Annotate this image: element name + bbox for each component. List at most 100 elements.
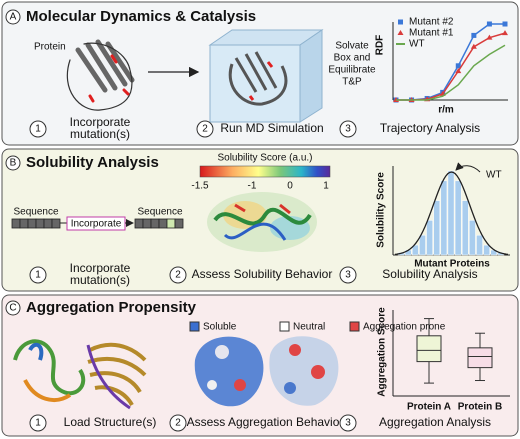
point: [486, 21, 492, 27]
x-tick-label: Protein A: [407, 402, 451, 413]
solvent-box: [208, 29, 324, 123]
step-label: Aggregation Analysis: [379, 415, 491, 429]
bar: [412, 244, 419, 256]
x-axis-label: Mutant Proteins: [414, 259, 490, 270]
legend-swatch: [189, 321, 200, 332]
step-badge: [29, 266, 47, 284]
legend-label: Soluble: [203, 322, 237, 333]
step-number: 1: [35, 124, 41, 135]
fit-curve: [394, 171, 509, 256]
panel-label: A: [10, 12, 17, 23]
step-label: Assess Solubility Behavior: [192, 267, 333, 281]
step-number: 2: [175, 270, 181, 281]
step-label: Trajectory Analysis: [380, 121, 480, 135]
legend-label: WT: [409, 39, 425, 50]
point: [471, 32, 477, 38]
step-badge: [339, 414, 357, 432]
step-badge: [339, 120, 357, 138]
panel-label: C: [9, 303, 16, 314]
bar: [440, 180, 448, 256]
step-label: Load Structure(s): [64, 415, 157, 429]
bar: [483, 244, 490, 256]
legend-swatch: [279, 321, 290, 332]
legend-label: Mutant #2: [409, 17, 454, 28]
bar: [433, 200, 441, 256]
step-label: Incorporate: [70, 115, 131, 129]
step-number: 3: [345, 270, 351, 281]
solvate-line: Solvate: [335, 41, 369, 52]
ribbon-structures: [13, 339, 147, 410]
panel-title: Aggregation Propensity: [26, 299, 197, 316]
legend-label: Neutral: [293, 322, 325, 333]
point: [502, 21, 508, 27]
step-number: 1: [35, 270, 41, 281]
bar: [476, 234, 483, 256]
step-badge: [29, 414, 47, 432]
bar: [461, 200, 469, 256]
operation-label: Incorporate: [71, 219, 122, 230]
box: [467, 347, 493, 369]
y-axis-label: Aggregation Score: [377, 307, 388, 397]
y-axis-label: RDF: [375, 35, 386, 56]
colorbar: [199, 165, 331, 178]
box: [416, 335, 442, 363]
panel-badge: [5, 9, 21, 25]
sequence-label: Sequence: [13, 207, 58, 218]
step-label: Assess Aggregation Behavior: [187, 415, 344, 429]
step-badge: [29, 120, 47, 138]
point: [470, 43, 477, 49]
protein-surface: [207, 192, 317, 252]
sequence-label: Sequence: [137, 207, 182, 218]
sequence-boxes: [134, 218, 184, 229]
protein-label: Protein: [34, 42, 66, 53]
panel-badge: [5, 155, 21, 171]
x-axis-label: r/m: [438, 105, 454, 116]
panel-title: Molecular Dynamics & Catalysis: [26, 8, 256, 25]
sequence-boxes: [11, 218, 61, 229]
step-label: mutation(s): [70, 127, 130, 141]
solvate-line: Box and: [334, 53, 371, 64]
step-number: 2: [175, 418, 181, 429]
step-badge: [169, 266, 187, 284]
series-line: [396, 44, 506, 101]
step-badge: [169, 414, 187, 432]
legend-marker: [397, 30, 404, 35]
annotation: WT: [486, 170, 502, 181]
protein-ribbon: [66, 39, 135, 111]
point: [486, 34, 493, 40]
point: [455, 68, 462, 74]
step-number: 2: [202, 124, 208, 135]
bar: [454, 180, 462, 256]
step-number: 1: [35, 418, 41, 429]
x-tick-label: Protein B: [458, 402, 502, 413]
solvate-line: Equilibrate: [328, 65, 376, 76]
colorbar-tick: 1: [323, 181, 329, 192]
step-badge: [196, 120, 214, 138]
step-label: mutation(s): [70, 273, 130, 287]
bar: [419, 234, 426, 256]
panel-badge: [5, 300, 21, 316]
annotation-arrow: [455, 162, 481, 173]
legend-swatch: [349, 321, 360, 332]
step-number: 3: [345, 124, 351, 135]
bar: [469, 220, 476, 256]
colorbar-tick: -1: [248, 181, 257, 192]
bar: [447, 170, 455, 256]
y-axis-label: Solubility Score: [376, 172, 387, 248]
surface-structures: [194, 336, 339, 407]
panel-label: B: [10, 158, 17, 169]
point: [455, 63, 461, 69]
legend-marker: [398, 19, 403, 25]
step-label: Run MD Simulation: [220, 121, 323, 135]
colorbar-tick: -1.5: [191, 181, 209, 192]
step-number: 3: [345, 418, 351, 429]
legend: Soluble Neutral Aggregation prone: [189, 321, 446, 333]
solvate-line: T&P: [342, 77, 362, 88]
step-label: Solubility Analysis: [382, 267, 477, 281]
point: [502, 30, 508, 36]
bar: [426, 220, 433, 256]
colorbar-title: Solubility Score (a.u.): [217, 153, 312, 164]
legend-label: Aggregation prone: [363, 322, 446, 333]
step-label: Incorporate: [70, 261, 131, 275]
